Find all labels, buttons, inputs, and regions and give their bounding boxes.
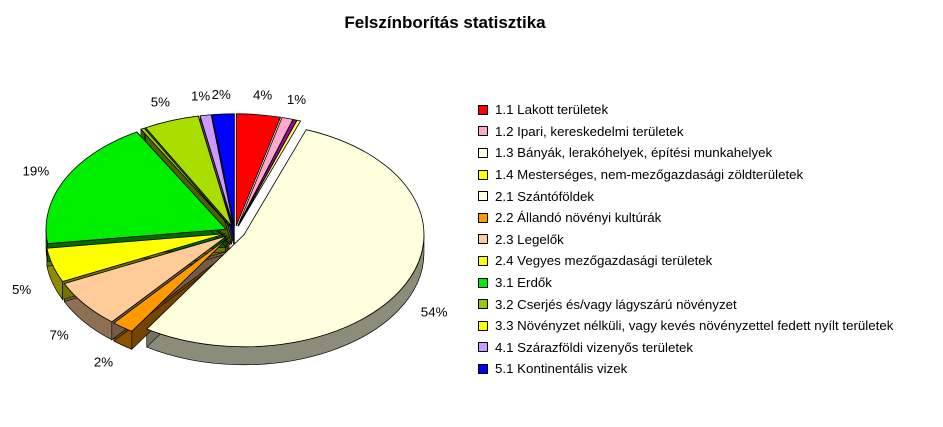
legend-label: 1.4 Mesterséges, nem-mezőgazdasági zöldt… bbox=[495, 167, 804, 183]
pie-slice-3-1 bbox=[45, 131, 227, 245]
legend-swatch bbox=[478, 299, 488, 310]
legend-label: 3.1 Erdők bbox=[495, 275, 552, 291]
legend-label: 2.4 Vegyes mezőgazdasági területek bbox=[495, 253, 713, 269]
legend-swatch bbox=[478, 126, 488, 137]
pie-label-2-2: 2% bbox=[94, 355, 113, 370]
legend-item: 2.4 Vegyes mezőgazdasági területek bbox=[478, 250, 893, 272]
legend-item: 4.1 Szárazföldi vizenyős területek bbox=[478, 337, 893, 359]
legend-item: 1.2 Ipari, kereskedelmi területek bbox=[478, 121, 893, 143]
legend-item: 2.3 Legelők bbox=[478, 229, 893, 251]
pie-slice-3-2 bbox=[140, 127, 231, 227]
legend-item: 3.3 Növényzet nélküli, vagy kevés növény… bbox=[478, 315, 893, 337]
legend-item: 1.1 Lakott területek bbox=[478, 99, 893, 121]
legend-item: 3.2 Cserjés és/vagy lágyszárú növényzet bbox=[478, 293, 893, 315]
pie-label-2-4: 5% bbox=[12, 282, 31, 297]
pie-slice-1-1 bbox=[235, 113, 282, 226]
pie-label-1-2: 1% bbox=[287, 92, 306, 107]
pie-label-2-3: 7% bbox=[49, 328, 68, 343]
legend-swatch bbox=[478, 320, 488, 331]
legend-item: 2.1 Szántóföldek bbox=[478, 185, 893, 207]
legend-swatch bbox=[478, 363, 488, 374]
legend-swatch bbox=[478, 147, 488, 158]
pie-label-3-3: 5% bbox=[151, 95, 170, 110]
pie-slice-1-4 bbox=[238, 119, 302, 227]
legend-swatch bbox=[478, 191, 488, 202]
legend-label: 2.3 Legelők bbox=[495, 231, 564, 247]
legend-swatch bbox=[478, 277, 488, 288]
pie-slice-5-1 bbox=[211, 113, 235, 226]
pie-slice-2-2 bbox=[113, 236, 230, 332]
pie-label-2-1: 54% bbox=[421, 305, 448, 320]
legend: 1.1 Lakott területek 1.2 Ipari, kereskede… bbox=[478, 99, 893, 380]
legend-label: 2.1 Szántóföldek bbox=[495, 188, 595, 204]
pie-slice-2-3 bbox=[63, 235, 228, 323]
legend-label: 5.1 Kontinentális vizek bbox=[495, 361, 628, 377]
legend-swatch bbox=[478, 342, 488, 353]
pie-label-5-1: 2% bbox=[212, 87, 231, 102]
legend-item: 2.2 Állandó növényi kultúrák bbox=[478, 207, 893, 229]
legend-swatch bbox=[478, 212, 488, 223]
pie-slice-2-1 bbox=[146, 129, 425, 348]
pie-slice-3-3 bbox=[145, 115, 233, 227]
legend-swatch bbox=[478, 255, 488, 266]
legend-item: 3.1 Erdők bbox=[478, 272, 893, 294]
legend-label: 3.3 Növényzet nélküli, vagy kevés növény… bbox=[495, 318, 894, 334]
legend-label: 3.2 Cserjés és/vagy lágyszárú növényzet bbox=[495, 296, 737, 312]
legend-swatch bbox=[478, 104, 488, 115]
legend-label: 1.3 Bányák, lerakóhelyek, építési munkah… bbox=[495, 145, 773, 161]
legend-item: 1.4 Mesterséges, nem-mezőgazdasági zöldt… bbox=[478, 164, 893, 186]
pie-label-1-1: 4% bbox=[253, 88, 272, 103]
legend-item: 1.3 Bányák, lerakóhelyek, építési munkah… bbox=[478, 142, 893, 164]
legend-label: 1.1 Lakott területek bbox=[495, 102, 609, 118]
legend-label: 2.2 Állandó növényi kultúrák bbox=[495, 210, 662, 226]
legend-label: 1.2 Ipari, kereskedelmi területek bbox=[495, 123, 684, 139]
pie-slice-2-4 bbox=[46, 233, 226, 282]
pie-slice-4-1 bbox=[199, 114, 234, 226]
legend-label: 4.1 Szárazföldi vizenyős területek bbox=[495, 339, 694, 355]
pie-label-4-1: 1% bbox=[191, 88, 210, 103]
legend-swatch bbox=[478, 234, 488, 245]
pie-label-3-1: 19% bbox=[23, 163, 50, 178]
legend-item: 5.1 Kontinentális vizek bbox=[478, 358, 893, 380]
chart-title: Felszínborítás statisztika bbox=[344, 13, 546, 32]
legend-swatch bbox=[478, 169, 488, 180]
